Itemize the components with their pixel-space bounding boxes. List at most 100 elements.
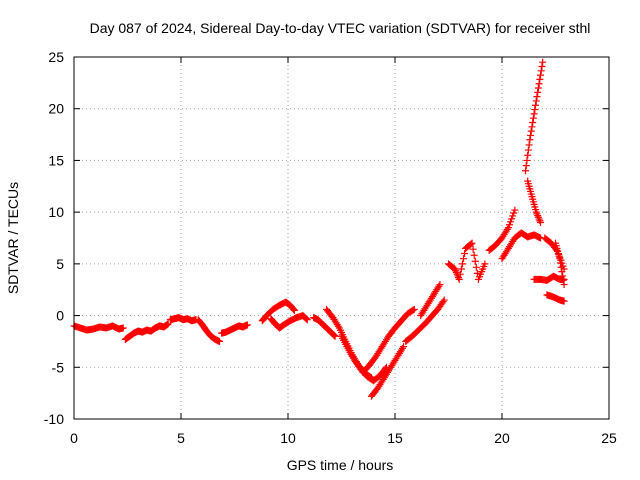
data-point xyxy=(303,315,311,323)
data-point xyxy=(560,297,568,305)
x-tick-label: 15 xyxy=(387,430,403,446)
axis-ticks xyxy=(73,56,610,420)
y-axis-label: SDTVAR / TECUs xyxy=(5,182,21,294)
series-arc-14 xyxy=(417,281,444,320)
data-point xyxy=(529,114,537,122)
data-point xyxy=(467,240,475,248)
data-point xyxy=(560,281,568,289)
x-tick-label: 0 xyxy=(70,430,78,446)
data-point xyxy=(527,131,535,139)
data-point xyxy=(302,314,310,322)
data-point xyxy=(556,259,564,267)
data-point xyxy=(452,267,460,275)
data-point xyxy=(472,263,480,271)
data-point xyxy=(452,268,460,276)
data-point xyxy=(525,141,533,149)
data-point xyxy=(216,337,224,345)
data-point xyxy=(537,67,545,75)
data-point xyxy=(532,97,540,105)
series-arc-17 xyxy=(498,229,545,263)
data-point xyxy=(435,282,443,290)
series-arc-16 xyxy=(485,206,519,254)
y-tick-label: 0 xyxy=(56,308,64,324)
data-point xyxy=(523,156,531,164)
data-point xyxy=(536,75,544,83)
y-tick-label: 5 xyxy=(56,256,64,272)
series-arc-10 xyxy=(338,332,390,385)
x-tick-label: 10 xyxy=(280,430,296,446)
data-point xyxy=(535,215,543,223)
data-point xyxy=(470,251,478,259)
data-point xyxy=(461,250,469,258)
data-point xyxy=(455,275,463,283)
series-arc-8 xyxy=(310,314,339,340)
tick-labels: 0 5 10 15 20 25 -10 -5 0 5 10 15 20 25 xyxy=(44,49,617,446)
data-point xyxy=(535,80,543,88)
data-point xyxy=(558,268,566,276)
y-tick-label: 10 xyxy=(48,204,64,220)
data-point xyxy=(243,321,251,329)
data-point xyxy=(511,206,519,214)
series-arc-5 xyxy=(218,321,251,337)
data-point xyxy=(534,84,542,92)
series-arc-18 xyxy=(522,58,547,175)
data-point xyxy=(119,324,127,332)
data-point xyxy=(409,306,417,314)
data-point xyxy=(530,110,538,118)
data-point xyxy=(330,332,338,340)
data-point xyxy=(537,71,545,79)
series-arc-1 xyxy=(70,322,127,334)
data-point xyxy=(538,62,546,70)
data-point xyxy=(536,217,544,225)
series-arc-15 xyxy=(445,239,489,283)
data-point xyxy=(534,213,542,221)
data-point xyxy=(289,305,297,313)
data-point xyxy=(456,270,464,278)
x-tick-label: 20 xyxy=(494,430,510,446)
data-point xyxy=(533,210,541,218)
series-arc-7 xyxy=(267,312,311,332)
data-point xyxy=(532,208,540,216)
data-point xyxy=(503,225,511,233)
data-point xyxy=(334,322,342,330)
y-tick-label: -10 xyxy=(44,411,64,427)
data-point xyxy=(457,265,465,273)
data-point xyxy=(528,123,536,131)
data-point xyxy=(410,305,418,313)
x-axis-label: GPS time / hours xyxy=(287,457,394,473)
plot-frame xyxy=(73,56,610,420)
y-tick-label: 15 xyxy=(48,152,64,168)
y-tick-label: 25 xyxy=(48,49,64,65)
data-point xyxy=(436,281,444,289)
data-point xyxy=(533,93,541,101)
data-point xyxy=(539,58,547,66)
data-point xyxy=(557,263,565,271)
data-point xyxy=(481,260,489,268)
data-point xyxy=(522,162,530,170)
chart-title: Day 087 of 2024, Sidereal Day-to-day VTE… xyxy=(90,20,591,36)
data-point xyxy=(330,331,338,339)
data-point xyxy=(398,344,406,352)
data-point xyxy=(439,298,447,306)
data-point xyxy=(290,306,298,314)
data-point xyxy=(527,127,535,135)
data-point xyxy=(531,106,539,114)
data-point xyxy=(532,101,540,109)
data-point xyxy=(451,265,459,273)
data-point xyxy=(556,255,564,263)
data-point xyxy=(471,257,479,265)
series-arc-19 xyxy=(524,177,545,226)
data-point xyxy=(469,245,477,253)
data-point xyxy=(522,167,530,175)
data-point xyxy=(534,88,542,96)
series-arc-6 xyxy=(258,298,298,325)
series-arc-4 xyxy=(194,316,224,345)
series-arc-22 xyxy=(543,291,568,305)
data-point xyxy=(458,260,466,268)
y-tick-label: 20 xyxy=(48,101,64,117)
data-point xyxy=(459,255,467,263)
data-point xyxy=(559,272,567,280)
series-arc-12 xyxy=(359,305,418,376)
y-tick-label: -5 xyxy=(52,359,65,375)
